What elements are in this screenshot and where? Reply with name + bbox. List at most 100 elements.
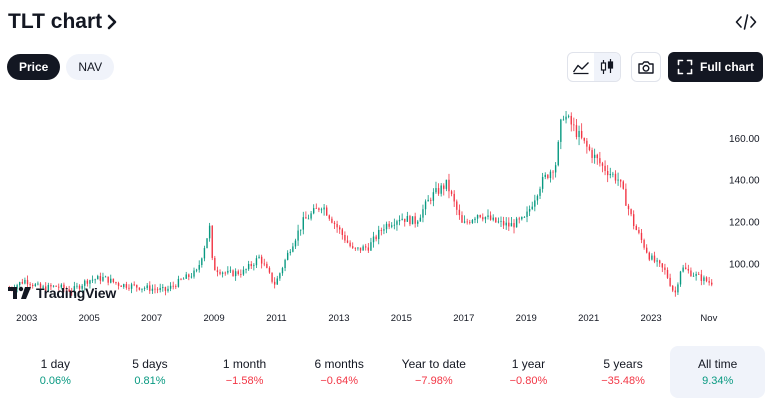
tradingview-logo-icon <box>8 286 31 299</box>
period-1-year[interactable]: 1 year −0.80% <box>481 346 576 398</box>
candle-body <box>404 218 406 222</box>
candle-body <box>417 221 419 224</box>
candle-body <box>339 227 341 230</box>
candlestick-icon <box>600 59 614 74</box>
candle-body <box>138 287 141 290</box>
period-5-years[interactable]: 5 years −35.48% <box>576 346 671 398</box>
candle-body <box>156 289 159 291</box>
candle-body <box>266 263 268 268</box>
candle-body <box>102 276 104 281</box>
candle-body <box>682 267 684 272</box>
candle-body <box>625 188 627 206</box>
period-label: 1 day <box>40 357 70 371</box>
candle-body <box>24 279 26 284</box>
candle-body <box>242 269 245 275</box>
candle-body <box>479 215 481 218</box>
candle-body <box>685 267 687 270</box>
candle-body <box>554 165 557 173</box>
candle-body <box>565 116 567 120</box>
chart-title-link[interactable]: TLT chart <box>8 10 120 34</box>
x-tick-label: 2021 <box>578 313 599 324</box>
candle-body <box>515 218 518 228</box>
candle-body <box>320 209 323 211</box>
embed-code-icon[interactable] <box>735 12 757 32</box>
period-6-months[interactable]: 6 months −0.64% <box>292 346 387 398</box>
candle-body <box>125 284 128 288</box>
candle-body <box>130 284 133 289</box>
period-all-time[interactable]: All time 9.34% <box>670 346 765 398</box>
candle-body <box>203 248 206 259</box>
tab-price[interactable]: Price <box>7 54 61 80</box>
candle-body <box>146 285 148 289</box>
price-chart-canvas[interactable]: 100.00 120.00 140.00 160.00 2003 2005 2007 2009… <box>0 96 773 328</box>
candle-body <box>52 285 55 287</box>
candle-body <box>136 284 138 288</box>
candle-body <box>37 283 39 285</box>
period-label: 1 month <box>222 357 267 371</box>
x-tick-label: 2019 <box>516 313 537 324</box>
candle-body <box>175 286 177 287</box>
candle-body <box>518 218 520 220</box>
candle-body <box>669 277 671 286</box>
candle-body <box>362 246 364 251</box>
candle-body <box>299 229 302 231</box>
candle-body <box>357 247 359 249</box>
price-chart[interactable]: 100.00 120.00 140.00 160.00 2003 2005 2007 2009… <box>0 96 773 328</box>
candle-body <box>640 232 643 240</box>
candle-body <box>247 264 250 270</box>
candle-body <box>508 222 510 227</box>
candle-body <box>385 223 388 230</box>
chart-title: TLT chart <box>8 10 103 33</box>
candle-body <box>474 218 476 221</box>
candle-body <box>302 217 304 230</box>
period-label: 5 days <box>132 357 168 371</box>
candle-body <box>107 276 109 283</box>
snapshot-button[interactable] <box>631 52 661 82</box>
full-chart-button[interactable]: Full chart <box>668 52 763 82</box>
candle-body <box>632 214 635 226</box>
candle-body <box>255 258 258 266</box>
candle-body <box>591 150 593 158</box>
period-change: −0.80% <box>509 375 548 387</box>
candle-body <box>505 222 507 226</box>
y-tick-label: 160.00 <box>729 134 760 145</box>
candle-body <box>307 218 310 220</box>
x-tick-label: 2013 <box>328 313 349 324</box>
tab-nav[interactable]: NAV <box>66 54 115 80</box>
x-tick-label: 2003 <box>16 313 37 324</box>
candle-body <box>112 278 115 283</box>
candle-body <box>536 195 539 201</box>
candle-body <box>133 284 135 286</box>
period-5-days[interactable]: 5 days 0.81% <box>103 346 198 398</box>
candle-body <box>182 278 185 280</box>
candle-body <box>73 286 76 292</box>
area-chart-button[interactable] <box>568 53 594 81</box>
x-tick-label: 2023 <box>641 313 662 324</box>
y-tick-label: 140.00 <box>729 176 760 187</box>
candle-body <box>627 205 630 210</box>
candle-body <box>440 185 442 194</box>
candlestick-button[interactable] <box>594 53 620 81</box>
candle-body <box>500 220 502 222</box>
candle-body <box>177 278 180 287</box>
period-1-month[interactable]: 1 month −1.58% <box>197 346 292 398</box>
candle-body <box>703 277 705 281</box>
candle-body <box>162 286 164 288</box>
candle-body <box>583 137 585 141</box>
candle-body <box>692 275 695 277</box>
candle-body <box>526 211 528 217</box>
candle-body <box>588 146 591 151</box>
period-1-day[interactable]: 1 day 0.06% <box>8 346 103 398</box>
candle-body <box>456 201 458 210</box>
candle-body <box>549 171 552 179</box>
candle-body <box>614 173 617 181</box>
period-year-to-date[interactable]: Year to date −7.98% <box>387 346 482 398</box>
candle-body <box>81 285 83 289</box>
candle-body <box>557 141 559 166</box>
chart-toolbar: Full chart <box>567 52 763 82</box>
period-label: 6 months <box>314 357 364 371</box>
period-label: All time <box>698 357 738 371</box>
candle-body <box>193 270 195 277</box>
candle-body <box>89 280 91 284</box>
candle-body <box>367 247 370 251</box>
